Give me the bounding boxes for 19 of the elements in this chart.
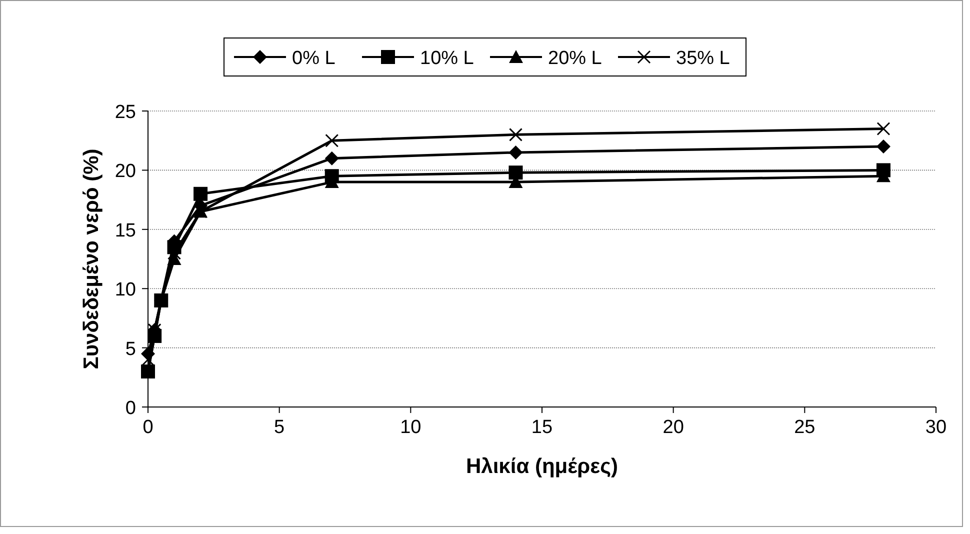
y-tick-label: 10 xyxy=(114,280,136,301)
legend-label: 0% L xyxy=(292,48,336,69)
x-tick-label: 25 xyxy=(794,417,816,438)
y-tick-label: 15 xyxy=(114,220,136,242)
legend-label: 20% L xyxy=(548,48,602,69)
y-tick-label: 5 xyxy=(125,338,136,360)
y-tick-label: 25 xyxy=(114,102,136,123)
x-tick-label: 5 xyxy=(274,417,285,438)
y-axis-title: Συνδεδεμένο νερό (%) xyxy=(80,148,103,370)
x-axis-title: Ηλικία (ημέρες) xyxy=(466,455,618,478)
legend-label: 35% L xyxy=(676,48,730,69)
y-tick-label: 20 xyxy=(114,161,136,182)
y-tick-label: 0 xyxy=(125,398,136,419)
x-tick-label: 15 xyxy=(531,417,553,438)
x-tick-label: 20 xyxy=(662,417,684,438)
x-tick-label: 30 xyxy=(925,417,947,438)
x-tick-label: 10 xyxy=(400,417,422,438)
x-tick-label: 0 xyxy=(142,417,154,438)
legend-label: 10% L xyxy=(420,48,474,69)
